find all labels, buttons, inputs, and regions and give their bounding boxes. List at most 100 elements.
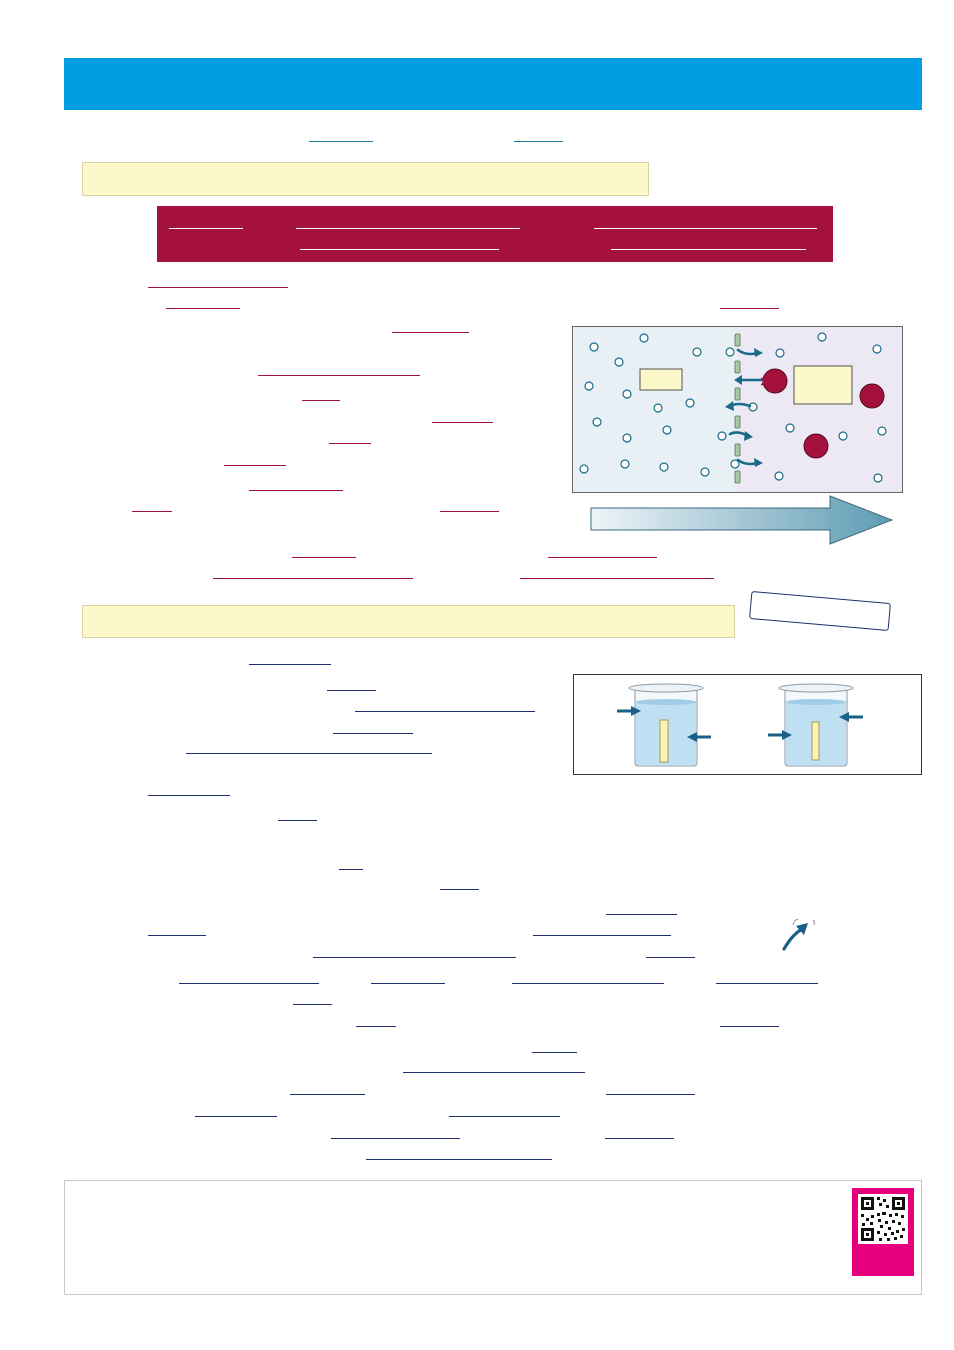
beaker-left: [629, 684, 703, 766]
s2-blank-12[interactable]: [533, 935, 671, 936]
water-molecule: [701, 468, 709, 476]
s1-blank-15[interactable]: [213, 578, 413, 579]
s2-blank-16[interactable]: [371, 983, 445, 984]
membrane-pore: [735, 334, 740, 346]
definition-blank-4[interactable]: [300, 249, 499, 250]
blocked-cross-icon: ×: [759, 374, 771, 390]
s1-blank-8[interactable]: [329, 443, 371, 444]
potato-cylinder: [812, 722, 819, 760]
water-molecule: [776, 349, 784, 357]
s2-blank-4[interactable]: [333, 733, 413, 734]
beakers-panel: [573, 674, 923, 776]
potato-cylinder: [660, 720, 668, 762]
s2-blank-26[interactable]: [195, 1116, 277, 1117]
s2-blank-15[interactable]: [179, 983, 319, 984]
s2-blank-28[interactable]: [331, 1138, 460, 1139]
liquid-surface: [636, 699, 696, 705]
s2-blank-14[interactable]: [646, 957, 695, 958]
s1-blank-7[interactable]: [432, 422, 493, 423]
s2-blank-7[interactable]: [278, 820, 317, 821]
gradient-arrow: [590, 494, 894, 546]
water-molecule: [786, 424, 794, 432]
s1-blank-3[interactable]: [720, 308, 779, 309]
water-molecule: [818, 333, 826, 341]
water-molecule: [660, 463, 668, 471]
s2-blank-5[interactable]: [186, 753, 432, 754]
water-molecule: [621, 460, 629, 468]
s1-blank-1[interactable]: [148, 287, 288, 288]
header-bar: [64, 58, 922, 110]
s2-blank-23[interactable]: [403, 1072, 585, 1073]
s1-blank-2[interactable]: [166, 308, 240, 309]
s2-blank-30[interactable]: [366, 1159, 552, 1160]
s2-blank-29[interactable]: [605, 1138, 674, 1139]
left-label-box: [640, 369, 682, 390]
definition-blank-5[interactable]: [611, 249, 806, 250]
worksheet-title: [64, 58, 65, 59]
beakers-frame: [574, 675, 922, 775]
definition-blank-2[interactable]: [296, 228, 520, 229]
answer-box[interactable]: [749, 591, 891, 631]
water-molecule: [623, 390, 631, 398]
water-molecule: [585, 382, 593, 390]
section-2-heading-bar: [82, 605, 735, 638]
s1-blank-6[interactable]: [302, 400, 340, 401]
s2-blank-10[interactable]: [606, 914, 677, 915]
membrane-pore: [735, 416, 740, 428]
s2-blank-27[interactable]: [449, 1116, 560, 1117]
s2-blank-19[interactable]: [293, 1004, 332, 1005]
s2-blank-25[interactable]: [606, 1094, 695, 1095]
water-molecule: [693, 348, 701, 356]
water-molecule: [873, 345, 881, 353]
s2-blank-11[interactable]: [148, 935, 206, 936]
beaker-right: [779, 684, 853, 766]
osmosis-diagram: ×: [572, 326, 903, 493]
definition-blank-3[interactable]: [594, 228, 817, 229]
s1-blank-11[interactable]: [132, 511, 172, 512]
water-molecule: [654, 404, 662, 412]
s2-blank-1[interactable]: [249, 664, 331, 665]
s2-blank-24[interactable]: [290, 1094, 365, 1095]
s2-blank-22[interactable]: [532, 1052, 577, 1053]
s2-blank-9[interactable]: [440, 889, 479, 890]
s1-blank-10[interactable]: [249, 490, 343, 491]
s2-blank-6[interactable]: [148, 795, 230, 796]
liquid-surface: [786, 699, 846, 705]
s2-blank-18[interactable]: [716, 983, 818, 984]
qr-code-pattern: [858, 1194, 908, 1244]
membrane-pore: [735, 361, 740, 373]
s2-blank-3[interactable]: [355, 711, 535, 712]
intro-blank-2[interactable]: [514, 141, 563, 142]
water-molecule: [590, 343, 598, 351]
s1-blank-13[interactable]: [292, 557, 356, 558]
s1-blank-4[interactable]: [392, 332, 469, 333]
water-molecule: [663, 426, 671, 434]
s1-blank-5[interactable]: [258, 375, 420, 376]
s2-blank-8[interactable]: [339, 869, 363, 870]
intro-blank-1[interactable]: [309, 141, 373, 142]
s2-blank-13[interactable]: [313, 957, 516, 958]
water-molecule: [615, 358, 623, 366]
beaker-rim: [779, 684, 853, 692]
membrane-pore: [735, 444, 740, 456]
water-molecule: [874, 474, 882, 482]
water-molecule: [593, 418, 601, 426]
s1-blank-14[interactable]: [548, 557, 657, 558]
solute-molecule: [860, 384, 884, 408]
beaker-rim: [629, 684, 703, 692]
water-molecule: [878, 427, 886, 435]
s2-blank-2[interactable]: [327, 690, 376, 691]
water-molecule: [686, 399, 694, 407]
s2-blank-21[interactable]: [720, 1026, 779, 1027]
s1-blank-12[interactable]: [440, 511, 499, 512]
s2-blank-17[interactable]: [512, 983, 664, 984]
qr-code-icon[interactable]: [858, 1194, 908, 1244]
s1-blank-9[interactable]: [224, 465, 286, 466]
definition-blank-1[interactable]: [169, 228, 243, 229]
s2-blank-20[interactable]: [356, 1026, 396, 1027]
s1-blank-16[interactable]: [520, 578, 714, 579]
curved-arrow-icon: [780, 915, 820, 953]
water-molecule: [775, 472, 783, 480]
water-molecule: [718, 432, 726, 440]
water-molecule: [580, 465, 588, 473]
